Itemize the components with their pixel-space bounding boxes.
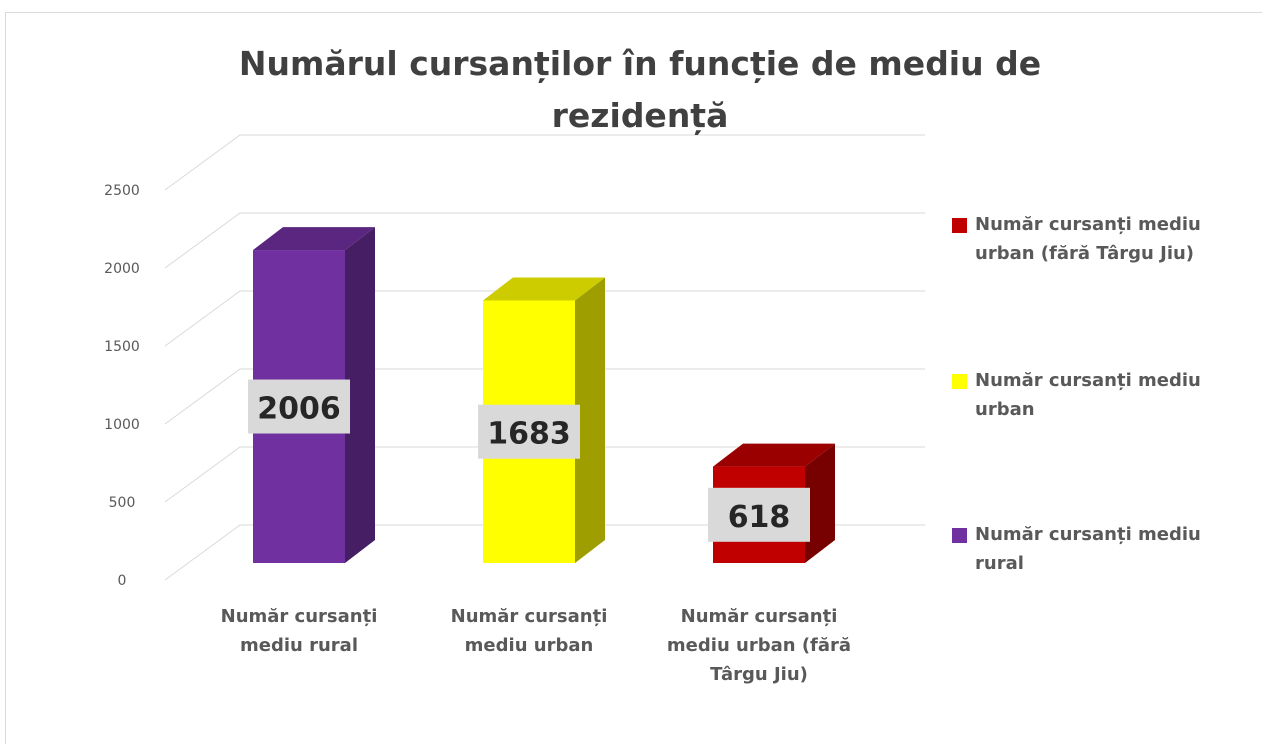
chart-border (5, 12, 1262, 744)
y-tick-label: 500 (109, 495, 136, 511)
legend-swatch (952, 374, 967, 389)
data-label-box (478, 404, 580, 459)
bar-side (805, 443, 835, 563)
bar-side (575, 277, 605, 563)
x-tick-label: Număr cursanți mediu urban (fără Târgu J… (666, 606, 852, 685)
grid-line (164, 290, 925, 347)
bar-top (483, 277, 605, 301)
grid-line (164, 134, 925, 191)
data-label: 2006 (257, 392, 341, 427)
legend-label: Număr cursanți mediu rural (975, 524, 1201, 574)
y-tick-label: 2000 (104, 261, 140, 277)
y-tick-label: 0 (118, 573, 127, 589)
bar-side (345, 227, 375, 563)
x-tick-label: Număr cursanți mediu rural (220, 606, 378, 656)
grid-line (164, 212, 925, 269)
data-label-box (708, 487, 810, 542)
chart-title: Numărul cursanților în funcție de mediu … (238, 44, 1042, 135)
bar-top (713, 443, 835, 467)
x-tick-label: Număr cursanți mediu urban (450, 606, 608, 656)
bar-top (253, 227, 375, 251)
grid-line (164, 368, 925, 425)
data-label: 618 (728, 500, 791, 535)
legend-swatch (952, 528, 967, 543)
data-label: 1683 (487, 417, 571, 452)
data-label-box (248, 379, 350, 434)
grid-line (164, 524, 925, 581)
grid-line (164, 446, 925, 503)
y-tick-label: 1000 (104, 417, 140, 433)
y-tick-label: 2500 (104, 183, 140, 199)
y-tick-label: 1500 (104, 339, 140, 355)
legend-label: Număr cursanți mediu urban (975, 370, 1201, 420)
legend-swatch (952, 218, 967, 233)
legend-label: Număr cursanți mediu urban (fără Târgu J… (975, 214, 1201, 264)
